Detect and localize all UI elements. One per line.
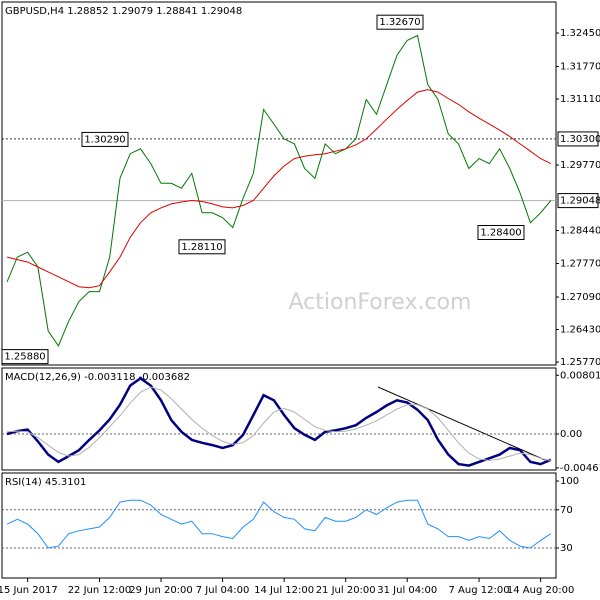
x-tick-label: 14 Jul 12:00: [254, 585, 314, 596]
y-tick-label: 1.27770: [560, 259, 600, 270]
level-label: 1.30300: [560, 134, 600, 145]
x-tick-label: 7 Jul 04:00: [196, 585, 250, 596]
level-box: [557, 131, 599, 147]
y-tick-label: 70: [560, 505, 573, 516]
series-line: [6, 376, 552, 467]
x-tick-label: 31 Jul 04:00: [377, 585, 437, 596]
annotation: 1.30290: [84, 134, 125, 145]
rsi-panel: [1, 472, 557, 579]
annotation: 1.28400: [480, 228, 521, 239]
panel-title: MACD(12,26,9) -0.003118 -0.003682: [5, 372, 190, 383]
last-price-label: 1.29048: [560, 196, 600, 207]
series-line: [6, 34, 552, 347]
x-tick-label: 22 Jun 12:00: [68, 585, 132, 596]
y-tick-label: 1.29770: [560, 160, 600, 171]
x-tick-label: 15 Jun 2017: [0, 585, 58, 596]
annotation-box: [1, 349, 49, 365]
annotation: 1.25880: [4, 352, 45, 363]
x-tick-label: 29 Jun 20:00: [129, 585, 193, 596]
y-tick-label: 1.26430: [560, 325, 600, 336]
annotation: 1.28110: [181, 242, 222, 253]
y-tick-label: 1.28440: [560, 226, 600, 237]
annotation-box: [178, 239, 226, 255]
macd-panel: [1, 367, 557, 471]
series-line: [6, 499, 552, 549]
annotation: 1.32670: [379, 17, 420, 28]
y-tick-label: 0.008012: [560, 370, 600, 381]
y-tick-label: 1.31110: [560, 94, 600, 105]
y-tick-label: -0.004619: [560, 463, 600, 474]
annotation-box: [376, 14, 424, 30]
panel-title: GBPUSD,H4 1.28852 1.29079 1.28841 1.2904…: [5, 6, 242, 17]
y-tick-label: 1.25770: [560, 357, 600, 368]
x-tick-label: 14 Aug 20:00: [507, 585, 574, 596]
y-tick-label: 1.32450: [560, 28, 600, 39]
y-tick-label: 1.31770: [560, 62, 600, 73]
y-tick-label: 0.00: [560, 429, 582, 440]
panel-title: RSI(14) 45.3101: [5, 477, 86, 488]
y-tick-label: 30: [560, 543, 573, 554]
y-tick-label: 100: [560, 476, 579, 487]
series-line: [7, 386, 552, 462]
watermark: ActionForex.com: [289, 290, 472, 315]
series-line: [6, 89, 552, 289]
annotation-box: [477, 225, 525, 241]
price-panel: [1, 1, 557, 366]
annotation-box: [81, 131, 129, 147]
last-price-box: [557, 193, 599, 209]
x-tick-label: 21 Jul 20:00: [316, 585, 376, 596]
trend-line: [377, 386, 546, 461]
x-tick-label: 7 Aug 12:00: [449, 585, 510, 596]
y-tick-label: 1.27090: [560, 292, 600, 303]
